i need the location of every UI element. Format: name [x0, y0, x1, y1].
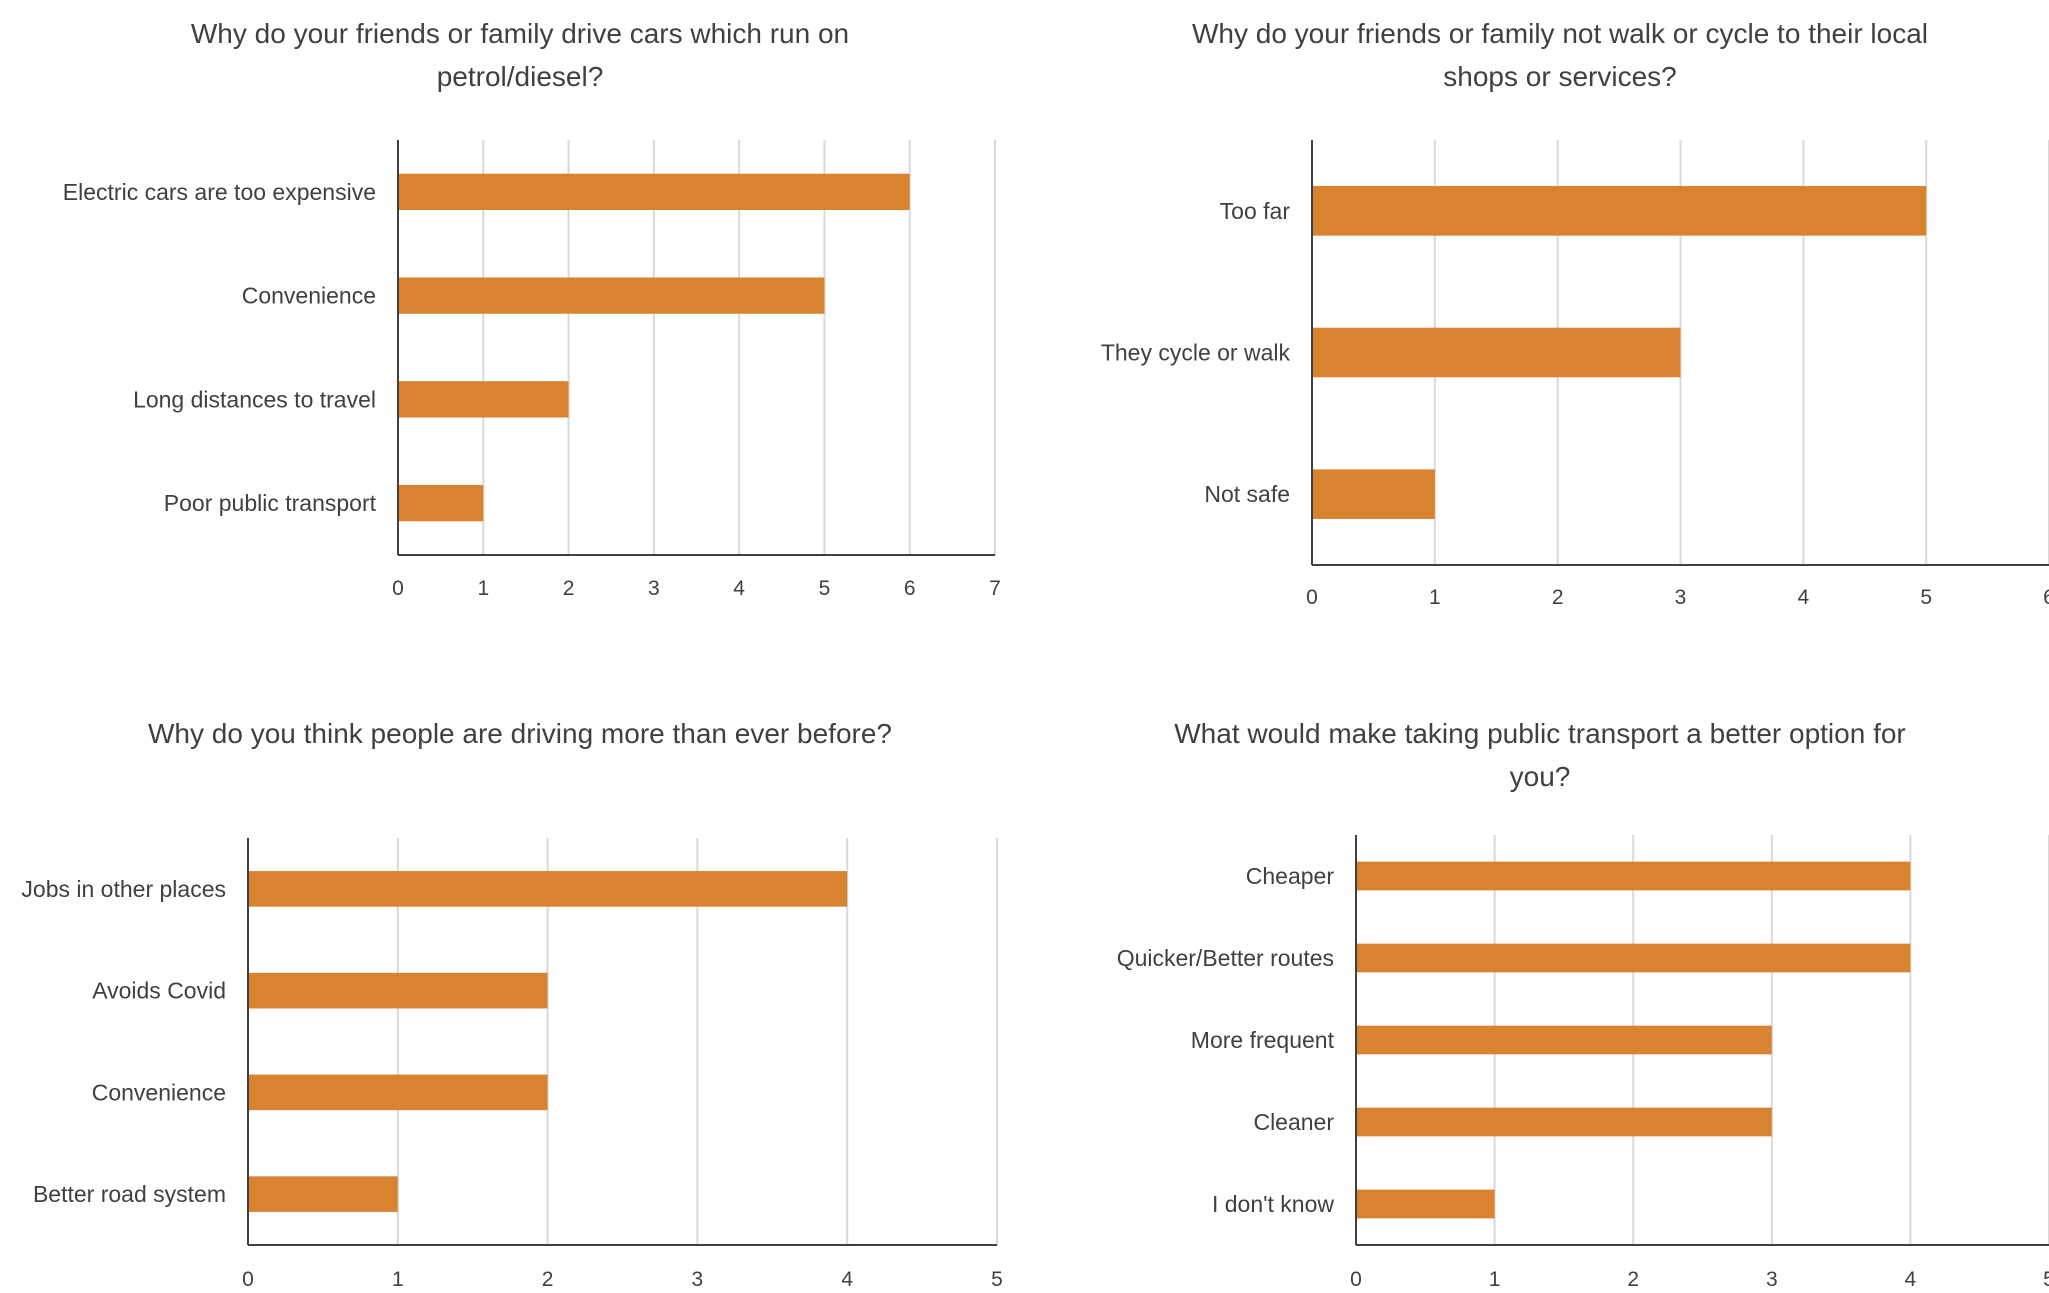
x-tick-label: 1: [477, 577, 489, 600]
x-tick-label: 2: [1627, 1268, 1639, 1291]
chart-plot: 0 1 2 3 4 5 Cheaper Quicker/Better routes More f…: [1117, 835, 2049, 1291]
x-tick-label: 5: [991, 1268, 1003, 1291]
x-tick-label: 3: [692, 1268, 704, 1291]
bar-convenience: [249, 1074, 548, 1111]
category-label: Cheaper: [1246, 863, 1335, 889]
x-tick-label: 2: [563, 577, 575, 600]
bar-quicker-better-routes: [1357, 943, 1911, 973]
x-tick-label: 1: [392, 1268, 404, 1291]
chart-title: Why do your friends or family not walk o…: [1191, 18, 1929, 92]
category-label: Long distances to travel: [133, 386, 376, 412]
bar-i-don-t-know: [1357, 1189, 1495, 1219]
x-tick-label: 5: [1920, 586, 1932, 609]
chart-title: Why do you think people are driving more…: [148, 718, 892, 749]
chart-car-fuel-reasons: Why do your friends or family drive cars…: [0, 0, 1010, 640]
x-tick-label: 0: [392, 577, 404, 600]
x-tick-label: 4: [1905, 1268, 1917, 1291]
category-label: Convenience: [92, 1079, 226, 1105]
x-tick-label: 1: [1429, 586, 1441, 609]
x-tick-label: 0: [1350, 1268, 1362, 1291]
x-tick-label: 3: [1675, 586, 1687, 609]
chart-plot: 0 1 2 3 4 5 6 7 Electric cars are too expensive C…: [63, 140, 1001, 600]
x-tick-label: 3: [648, 577, 660, 600]
bar-they-cycle-or-walk: [1313, 327, 1681, 378]
category-label: Electric cars are too expensive: [63, 179, 376, 205]
bar-more-frequent: [1357, 1025, 1772, 1055]
category-label: Too far: [1220, 198, 1291, 224]
x-tick-label: 5: [2043, 1268, 2049, 1291]
x-tick-label: 1: [1489, 1268, 1501, 1291]
bar-better-road-system: [249, 1176, 398, 1212]
bar-electric-cars-are-too-expensive: [399, 173, 910, 211]
chart-plot: 0 1 2 3 4 5 6 Too far They cycle or walk Not safe: [1101, 140, 2049, 609]
x-tick-label: 5: [819, 577, 831, 600]
category-label: Not safe: [1204, 481, 1290, 507]
chart-driving-more-reasons: Why do you think people are driving more…: [0, 700, 1010, 1293]
category-label: They cycle or walk: [1101, 340, 1291, 366]
category-label: Better road system: [33, 1181, 226, 1207]
x-tick-label: 4: [1797, 586, 1809, 609]
bar-poor-public-transport: [399, 484, 484, 522]
category-label: Jobs in other places: [21, 876, 226, 902]
category-label: Convenience: [242, 283, 376, 309]
bar-avoids-covid: [249, 972, 548, 1009]
bar-convenience: [399, 277, 825, 314]
x-tick-label: 6: [904, 577, 916, 600]
bar-not-safe: [1313, 469, 1435, 519]
chart-title: What would make taking public transport …: [1174, 718, 1906, 792]
bar-cleaner: [1357, 1107, 1772, 1137]
x-tick-label: 6: [2043, 586, 2049, 609]
bar-too-far: [1313, 186, 1927, 236]
x-tick-label: 2: [542, 1268, 554, 1291]
chart-title: Why do your friends or family drive cars…: [190, 18, 850, 92]
chart-plot: 0 1 2 3 4 5 Jobs in other places Avoids Covid Co…: [21, 838, 1003, 1291]
x-tick-label: 0: [242, 1268, 254, 1291]
bar-long-distances-to-travel: [399, 381, 569, 418]
category-label: Cleaner: [1253, 1109, 1334, 1135]
x-tick-label: 4: [841, 1268, 853, 1291]
x-tick-label: 4: [733, 577, 745, 600]
x-tick-label: 2: [1552, 586, 1564, 609]
category-label: Poor public transport: [164, 490, 377, 516]
x-tick-label: 7: [989, 577, 1001, 600]
chart-public-transport-improvements: What would make taking public transport …: [1030, 700, 2049, 1293]
category-label: Avoids Covid: [92, 978, 226, 1004]
category-label: I don't know: [1212, 1191, 1334, 1217]
category-label: Quicker/Better routes: [1117, 945, 1334, 971]
chart-walk-cycle-reasons: Why do your friends or family not walk o…: [1030, 0, 2049, 640]
bar-cheaper: [1357, 861, 1911, 891]
x-tick-label: 0: [1306, 586, 1318, 609]
x-tick-label: 3: [1766, 1268, 1778, 1291]
category-label: More frequent: [1191, 1027, 1335, 1053]
bar-jobs-in-other-places: [249, 871, 848, 907]
